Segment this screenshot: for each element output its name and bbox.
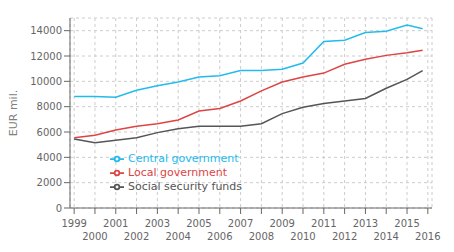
svg-text:2011: 2011: [311, 218, 336, 229]
svg-text:2000: 2000: [37, 177, 62, 188]
svg-text:12000: 12000: [30, 51, 62, 62]
svg-text:8000: 8000: [37, 101, 62, 112]
svg-text:2005: 2005: [186, 218, 211, 229]
svg-text:2008: 2008: [249, 231, 274, 242]
svg-text:2007: 2007: [228, 218, 253, 229]
svg-text:2004: 2004: [165, 231, 190, 242]
svg-text:EUR mil.: EUR mil.: [8, 90, 20, 136]
svg-text:14000: 14000: [30, 25, 62, 36]
svg-text:2003: 2003: [145, 218, 170, 229]
svg-text:2016: 2016: [415, 231, 440, 242]
svg-text:2010: 2010: [290, 231, 315, 242]
html-text:Central government: Central government: [128, 152, 239, 165]
svg-text:10000: 10000: [30, 76, 62, 87]
svg-text:2002: 2002: [124, 231, 149, 242]
svg-text:2014: 2014: [374, 231, 399, 242]
svg-text:2012: 2012: [332, 231, 357, 242]
svg-text:0: 0: [56, 203, 62, 214]
html-text:Local government: Local government: [128, 166, 228, 179]
svg-text:2009: 2009: [269, 218, 294, 229]
svg-text:2013: 2013: [353, 218, 378, 229]
html-text:Social security funds: Social security funds: [128, 180, 243, 193]
svg-text:6000: 6000: [37, 127, 62, 138]
svg-text:1999: 1999: [61, 218, 86, 229]
svg-text:2006: 2006: [207, 231, 232, 242]
svg-text:2015: 2015: [394, 218, 419, 229]
svg-text:2000: 2000: [82, 231, 107, 242]
svg-text:2001: 2001: [103, 218, 128, 229]
svg-text:4000: 4000: [37, 152, 62, 163]
